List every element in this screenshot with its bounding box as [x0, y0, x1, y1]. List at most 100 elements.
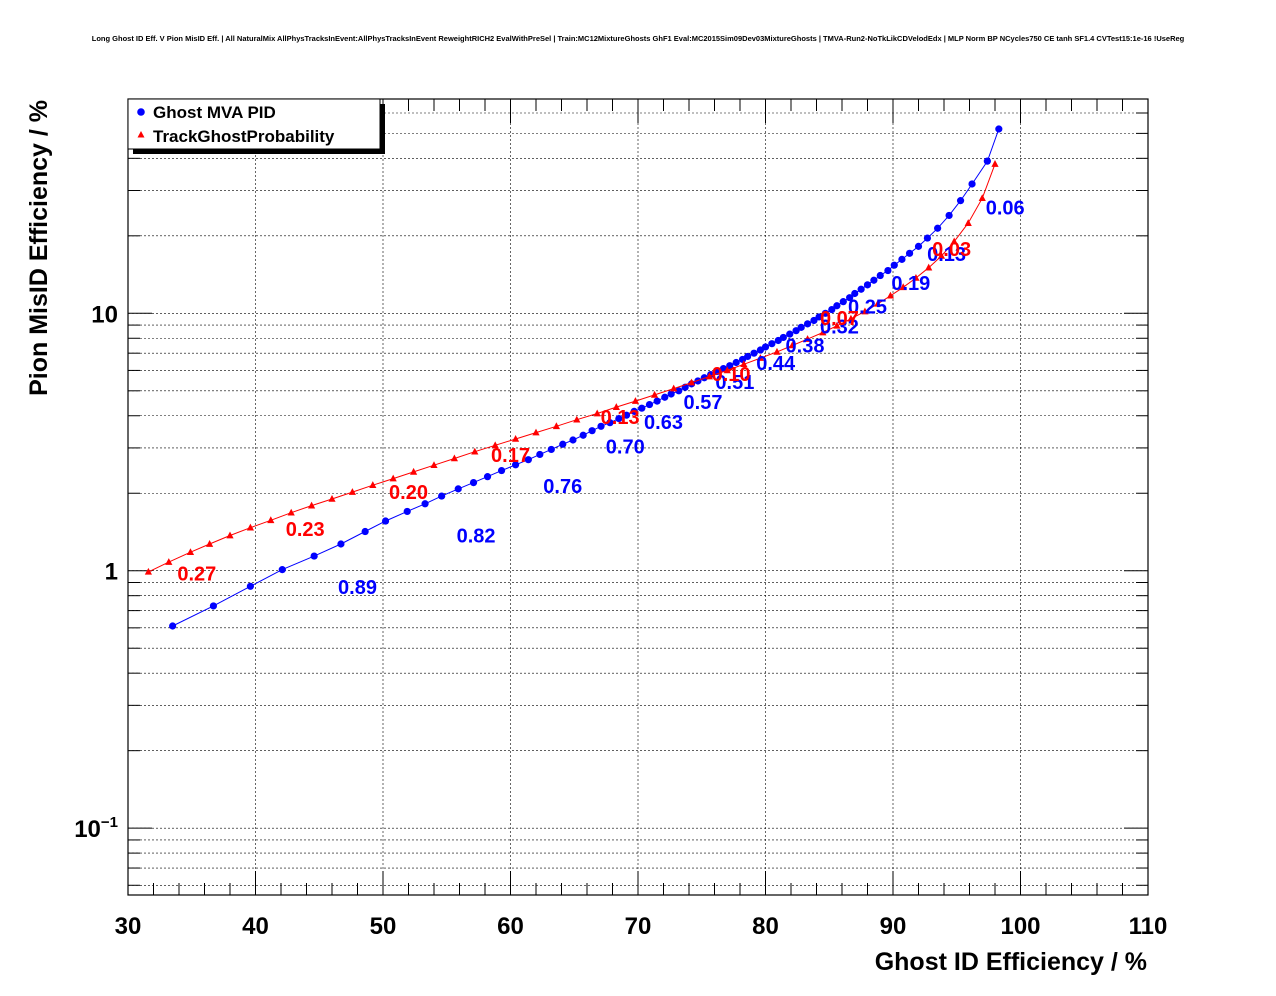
data-point — [863, 281, 872, 289]
data-point — [630, 407, 638, 415]
data-point — [615, 414, 623, 423]
cut-value-label: 0.13 — [927, 244, 966, 266]
data-point — [912, 273, 920, 281]
data-point — [768, 340, 776, 348]
data-point — [861, 307, 869, 315]
cut-value-label: 0.51 — [715, 372, 754, 394]
data-point — [847, 314, 855, 322]
data-point — [631, 397, 640, 404]
data-point — [756, 354, 764, 361]
data-point — [559, 440, 567, 448]
data-point — [779, 333, 787, 342]
data-point — [491, 441, 499, 449]
data-point — [687, 378, 696, 386]
x-tick-label: 110 — [1129, 913, 1168, 940]
data-point — [597, 422, 605, 430]
data-point — [797, 323, 805, 331]
data-point — [389, 474, 397, 482]
data-point — [732, 358, 740, 367]
data-point — [705, 372, 713, 380]
x-tick-label: 50 — [370, 913, 397, 940]
data-point — [144, 567, 152, 575]
data-point — [650, 390, 659, 398]
y-axis-title: Pion MisID Efficiency / % — [25, 100, 53, 396]
data-point — [870, 276, 878, 284]
legend-label-track-ghost-probability: TrackGhostProbability — [153, 127, 335, 146]
data-point — [905, 249, 914, 257]
data-point — [579, 431, 587, 439]
data-point — [226, 531, 234, 539]
data-point — [209, 602, 218, 610]
x-axis-tick-labels: 30 40 50 60 70 80 90 100 110 — [115, 913, 1168, 940]
data-point — [410, 467, 418, 475]
x-tick-label: 80 — [752, 913, 779, 940]
data-point — [983, 157, 991, 165]
cut-value-label: 0.03 — [932, 239, 971, 261]
data-point — [670, 384, 678, 392]
x-axis-title: Ghost ID Efficiency / % — [875, 948, 1147, 976]
series-ghost-mva-pid — [169, 125, 1003, 630]
data-point — [511, 461, 520, 469]
data-point — [622, 411, 631, 419]
series-track-ghost-probability — [144, 160, 999, 575]
data-point — [978, 194, 986, 201]
y-tick-label: 1 — [105, 559, 118, 586]
data-point — [547, 445, 555, 454]
plot-frame — [127, 98, 1149, 896]
data-point — [186, 548, 195, 556]
data-point — [694, 377, 702, 385]
cut-value-label: 0.07 — [820, 308, 859, 330]
data-series — [144, 125, 1003, 630]
cut-value-label: 0.70 — [606, 436, 645, 458]
data-point — [726, 362, 734, 370]
data-point — [788, 341, 796, 349]
data-point — [450, 454, 458, 462]
data-point — [512, 434, 520, 442]
data-point — [886, 291, 895, 299]
data-point — [890, 261, 898, 269]
data-point — [667, 390, 675, 398]
cut-value-label: 0.76 — [543, 476, 582, 498]
data-point — [569, 436, 577, 444]
data-point — [950, 237, 958, 245]
legend: Ghost MVA PID TrackGhostProbability — [127, 98, 385, 154]
data-point — [964, 219, 972, 226]
data-point — [945, 211, 953, 220]
data-point — [750, 349, 758, 357]
data-point — [956, 197, 965, 205]
x-tick-label: 70 — [625, 913, 652, 940]
data-point — [937, 251, 946, 259]
cut-value-label: 0.63 — [644, 412, 683, 434]
data-point — [287, 508, 295, 516]
data-point — [645, 400, 654, 409]
data-point — [638, 404, 646, 412]
data-point — [874, 299, 882, 307]
data-point — [914, 242, 923, 250]
data-point — [588, 427, 596, 435]
data-point — [661, 393, 669, 401]
cut-value-label: 0.20 — [389, 482, 428, 504]
data-point — [828, 305, 836, 314]
data-point — [744, 352, 752, 361]
legend-label-ghost-mva-pid: Ghost MVA PID — [153, 103, 276, 122]
legend-box — [127, 98, 381, 150]
cut-value-label: 0.19 — [891, 273, 930, 295]
data-point — [421, 500, 429, 508]
x-tick-label: 30 — [115, 913, 142, 940]
grid-lines — [128, 99, 1148, 895]
data-point — [328, 494, 336, 502]
data-point — [819, 328, 827, 336]
cut-value-label: 0.38 — [786, 335, 825, 357]
data-point — [532, 428, 540, 436]
y-axis-tick-labels: 10−1 1 10 — [74, 301, 118, 843]
data-point — [308, 501, 316, 509]
data-point — [267, 516, 275, 524]
cut-value-label: 0.44 — [756, 353, 796, 375]
data-point — [675, 387, 683, 395]
data-point — [833, 302, 841, 310]
chart-title: Long Ghost ID Eff. V Pion MisID Eff. | A… — [92, 34, 1185, 43]
data-point — [792, 327, 800, 335]
x-tick-label: 40 — [242, 913, 269, 940]
cut-value-label: 0.32 — [820, 317, 859, 339]
data-point — [876, 271, 884, 280]
